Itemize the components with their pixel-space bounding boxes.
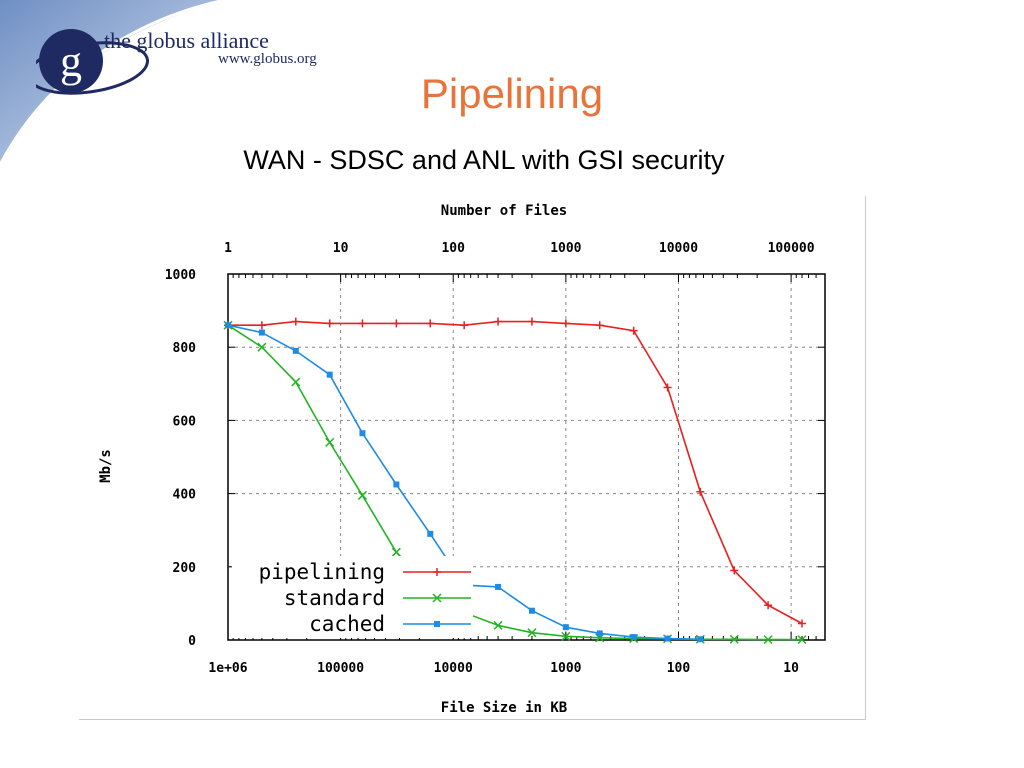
data-point (663, 383, 672, 392)
data-point (434, 621, 440, 627)
data-point (697, 636, 704, 643)
data-point (427, 530, 434, 537)
logo-letter: g (60, 37, 82, 86)
data-point (357, 490, 367, 500)
logo-url: www.globus.org (218, 51, 317, 67)
x-tick-label: 10 (783, 661, 799, 676)
data-point (326, 371, 333, 378)
series-line-standard (227, 324, 802, 641)
data-point (392, 319, 401, 328)
data-point (359, 430, 366, 437)
logo-name: the globus alliance (104, 28, 269, 53)
data-point (595, 321, 604, 330)
y-tick-label: 200 (173, 561, 197, 576)
data-point (629, 326, 638, 335)
data-point (495, 583, 502, 590)
series-pipelining (224, 317, 807, 628)
data-point (596, 630, 603, 637)
data-point (393, 481, 400, 488)
data-point (664, 635, 671, 642)
slide-title: Pipelining (420, 70, 604, 117)
data-point (493, 620, 503, 630)
x2-tick-label: 1000 (550, 241, 581, 256)
data-point (763, 635, 773, 645)
legend-label-pipelining: pipelining (259, 560, 385, 584)
data-point (358, 319, 367, 328)
data-point (494, 317, 503, 326)
throughput-chart: Number of Files File Size in KB Mb/s 0 20… (98, 203, 826, 716)
data-point (257, 321, 266, 330)
x2-tick-label: 10 (333, 241, 349, 256)
data-point (730, 566, 739, 575)
x-tick-label: 1000 (550, 661, 581, 676)
data-point (797, 635, 807, 645)
x-tick-label: 10000 (434, 661, 473, 676)
y-tick-label: 1000 (165, 268, 196, 283)
data-point (460, 321, 469, 330)
plot-frame (227, 273, 826, 641)
data-point (325, 437, 335, 447)
legend-label-cached: cached (309, 612, 385, 636)
data-point (391, 547, 401, 557)
globus-logo-icon: g (36, 29, 150, 95)
data-point (696, 487, 705, 496)
data-point (798, 619, 807, 628)
data-point (432, 593, 442, 603)
slide-subtitle: WAN - SDSC and ANL with GSI security (243, 145, 725, 175)
data-point (528, 607, 535, 614)
data-point (764, 601, 773, 610)
x2-tick-label: 100 (441, 241, 465, 256)
data-point (426, 319, 435, 328)
y-tick-label: 0 (188, 634, 196, 649)
grid-lines (227, 273, 826, 641)
axis-ticks: 0 200 400 600 800 1000 1e+06 100000 10000 1000 100… (165, 241, 826, 676)
x2-axis-title: Number of Files (441, 203, 567, 219)
data-point (225, 322, 231, 329)
data-point (291, 377, 301, 387)
data-point (561, 631, 571, 641)
data-point (292, 347, 299, 354)
data-point (257, 342, 267, 352)
series-layer (223, 317, 807, 645)
legend-label-standard: standard (284, 586, 385, 610)
figure-frame (79, 196, 866, 720)
x-tick-label: 100000 (317, 661, 364, 676)
x-tick-label: 100 (667, 661, 691, 676)
y-tick-label: 600 (173, 414, 197, 429)
y-axis-title: Mb/s (98, 449, 114, 483)
y-tick-label: 400 (173, 488, 197, 503)
x2-tick-label: 1 (224, 241, 232, 256)
data-point (291, 317, 300, 326)
x-axis-title: File Size in KB (441, 700, 567, 716)
data-point (433, 568, 441, 576)
data-point (729, 634, 739, 644)
x2-tick-label: 10000 (659, 241, 698, 256)
data-point (527, 317, 536, 326)
y-tick-label: 800 (173, 341, 197, 356)
data-point (562, 624, 569, 631)
data-point (630, 634, 637, 641)
data-point (325, 319, 334, 328)
data-point (258, 329, 265, 336)
x2-tick-label: 100000 (768, 241, 815, 256)
data-point (561, 319, 570, 328)
x-tick-label: 1e+06 (208, 661, 247, 676)
data-point (527, 628, 537, 638)
series-line-pipelining (228, 320, 803, 625)
